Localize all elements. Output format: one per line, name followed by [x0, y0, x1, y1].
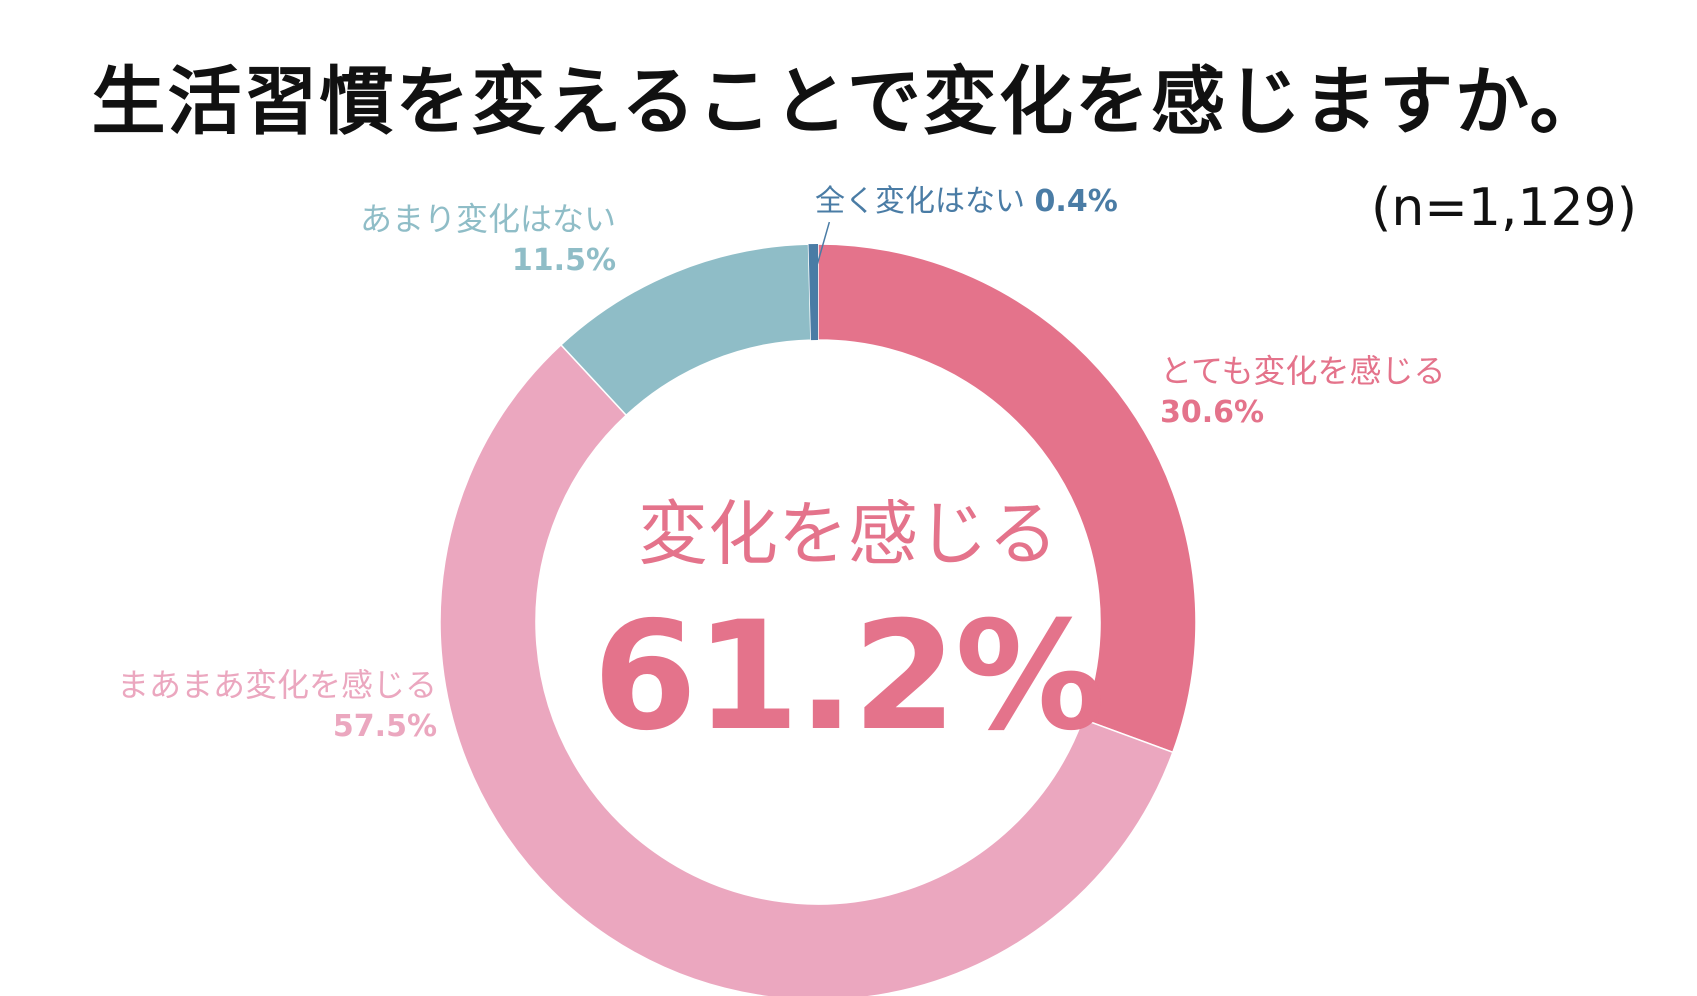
center-value: 61.2%	[592, 590, 1105, 764]
slice-label-very-much-pct: 30.6%	[1160, 395, 1265, 431]
slice-label-not-much: あまり変化はない 11.5%	[360, 198, 616, 282]
slice-label-somewhat-name: まあまあ変化を感じる	[116, 666, 437, 704]
slice-label-very-much: とても変化を感じる 30.6%	[1160, 350, 1445, 434]
slice-label-somewhat-pct: 57.5%	[332, 709, 437, 745]
slice-label-somewhat: まあまあ変化を感じる 57.5%	[117, 664, 437, 748]
slice-not-much	[559, 243, 812, 417]
slice-label-none-pct: 0.4%	[1034, 184, 1118, 219]
center-label: 変化を感じる	[638, 493, 1058, 575]
leader-line	[816, 221, 831, 265]
slice-very-much	[817, 243, 1197, 754]
slice-somewhat	[439, 343, 1174, 996]
chart-title: 生活習慣を変えることで変化を感じますか。	[91, 59, 1606, 145]
sample-size: (n=1,129)	[1371, 178, 1637, 238]
slice-none	[808, 244, 818, 341]
slice-label-not-much-name: あまり変化はない	[359, 200, 616, 238]
slice-label-not-much-pct: 11.5%	[511, 243, 616, 279]
slice-label-very-much-name: とても変化を感じる	[1160, 352, 1446, 390]
slice-label-none: 全く変化はない 0.4%	[815, 182, 1118, 223]
slice-label-none-name: 全く変化はない	[815, 184, 1025, 219]
